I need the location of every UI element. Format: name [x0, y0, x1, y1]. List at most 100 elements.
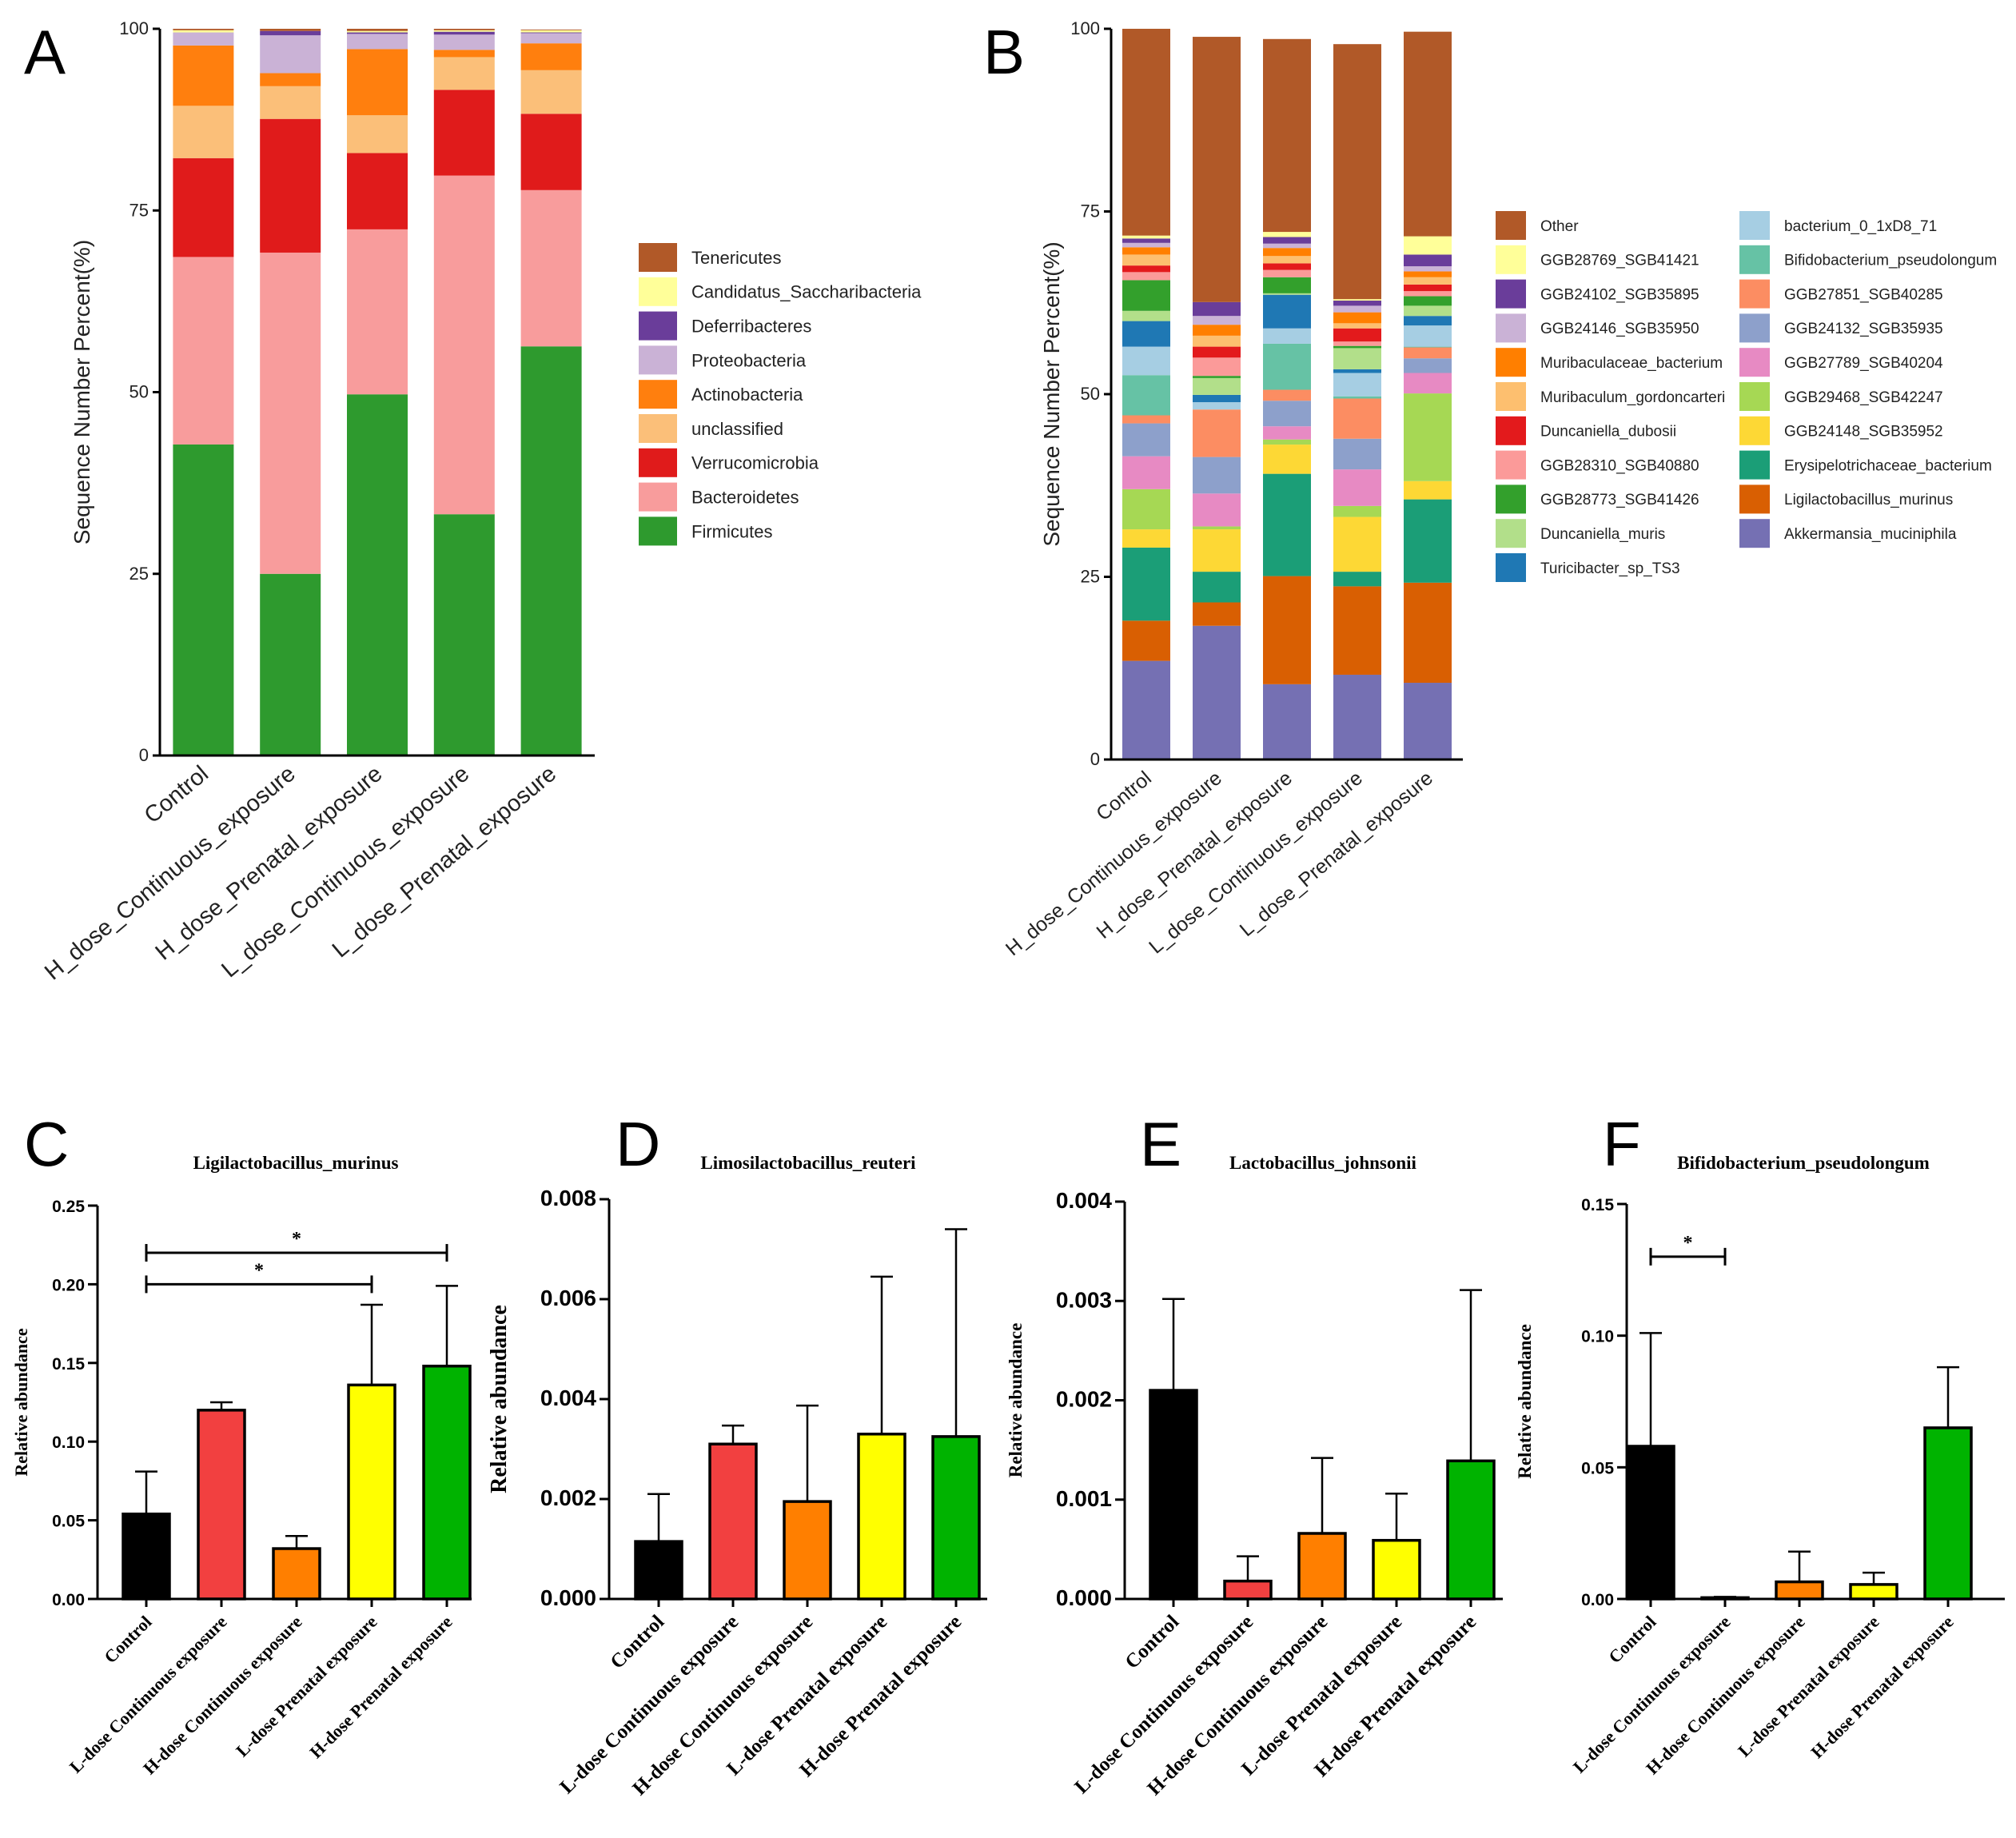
chart-title: Limosilactobacillus_reuteri — [700, 1153, 916, 1173]
y-tick-label: 100 — [1070, 18, 1100, 38]
legend-swatch — [639, 516, 677, 546]
legend: Other GGB28769_SGB41421 GGB24102_SGB35895 G… — [1496, 211, 1997, 582]
y-tick-label: 0 — [139, 745, 149, 765]
legend-label: Actinobacteria — [691, 385, 803, 405]
bar-segment — [1333, 505, 1381, 517]
legend-label: GGB27789_SGB40204 — [1784, 355, 1943, 372]
legend-swatch — [639, 277, 677, 306]
legend-swatch — [1739, 416, 1770, 445]
y-tick-label: 50 — [129, 382, 149, 402]
legend-swatch — [1496, 484, 1526, 514]
bar-segment — [1263, 401, 1311, 427]
bar — [1923, 1426, 1973, 1601]
bar-segment — [1122, 280, 1170, 311]
y-tick-label: 0.00 — [52, 1591, 85, 1609]
bar-segment — [1122, 488, 1170, 530]
bar-segment — [1404, 347, 1452, 359]
legend-label: Akkermansia_muciniphila — [1784, 526, 1957, 543]
y-tick-label: 0.002 — [540, 1485, 596, 1510]
bar-segment — [1404, 271, 1452, 277]
legend-label: Turicibacter_sp_TS3 — [1540, 560, 1680, 577]
bar-segment — [347, 29, 408, 31]
bar-segment — [1404, 373, 1452, 394]
bar-segment — [433, 175, 495, 515]
legend-label: Muribaculum_gordoncarteri — [1540, 389, 1725, 406]
bar — [783, 1500, 832, 1601]
category-tick-label: Control — [1092, 767, 1156, 825]
panel-label: A — [24, 17, 66, 87]
bar-segment — [173, 444, 234, 756]
legend-label: Tenericutes — [691, 248, 782, 268]
legend-swatch — [1496, 450, 1526, 480]
category-tick-label: Control — [607, 1611, 669, 1673]
legend-label: Firmicutes — [691, 521, 772, 541]
bar — [1700, 1596, 1750, 1601]
bar-segment — [520, 346, 582, 756]
bar-segment — [1333, 572, 1381, 587]
category-tick-label: L-dose Continuous exposure — [1569, 1612, 1735, 1777]
bar-segment — [1193, 346, 1241, 358]
bar-segment — [1263, 328, 1311, 344]
bar-segment — [1122, 660, 1170, 760]
bar-segment — [1404, 284, 1452, 292]
bar-segment — [347, 394, 408, 756]
legend-label: Verrucomicrobia — [691, 453, 819, 473]
legend-label: Muribaculaceae_bacterium — [1540, 355, 1723, 372]
bar-segment — [347, 115, 408, 153]
bar-segment — [1333, 369, 1381, 373]
y-tick-label: 75 — [1081, 201, 1100, 221]
bar-segment — [1193, 625, 1241, 760]
legend-label: GGB24132_SGB35935 — [1784, 321, 1943, 337]
bar-segment — [173, 32, 234, 46]
y-tick-label: 0.15 — [52, 1355, 85, 1374]
legend-label: GGB24102_SGB35895 — [1540, 286, 1699, 303]
y-tick-label: 50 — [1081, 384, 1100, 404]
bar-segment — [1263, 439, 1311, 445]
bar-segment — [1333, 299, 1381, 301]
bar-segment — [1263, 445, 1311, 474]
bar — [708, 1442, 758, 1601]
bar-segment — [520, 70, 582, 114]
legend: Tenericutes Candidatus_Saccharibacteria De… — [639, 243, 922, 546]
legend-label: GGB28769_SGB41421 — [1540, 253, 1699, 269]
bar-segment — [1122, 423, 1170, 457]
bar-segment — [1333, 323, 1381, 329]
bar-segment — [1333, 301, 1381, 306]
y-axis-label: Sequence Number Percent(%) — [1039, 241, 1064, 546]
legend-swatch — [1496, 245, 1526, 274]
bar-segment — [1333, 438, 1381, 470]
y-tick-label: 0.002 — [1056, 1387, 1112, 1412]
y-tick-label: 0.00 — [1581, 1591, 1614, 1609]
bar — [1446, 1459, 1496, 1601]
y-tick-label: 0.008 — [540, 1186, 596, 1210]
bar-segment — [1333, 674, 1381, 760]
bar-segment — [1263, 269, 1311, 277]
legend-label: Ligilactobacillus_murinus — [1784, 492, 1953, 508]
bar-segment — [260, 573, 321, 756]
chart-title: Ligilactobacillus_murinus — [193, 1153, 399, 1173]
bar-segment — [1333, 44, 1381, 300]
bar-segment — [1263, 232, 1311, 237]
bar-segment — [1263, 343, 1311, 390]
legend-label: Erysipelotrichaceae_bacterium — [1784, 457, 1992, 474]
category-tick-label: L-dose Prenatal exposure — [232, 1612, 381, 1761]
bar-segment — [1404, 291, 1452, 297]
bar-segment — [1263, 473, 1311, 576]
bar-segment — [1404, 393, 1452, 481]
bar-segment — [1263, 426, 1311, 440]
bar-segment — [1122, 235, 1170, 239]
legend-swatch — [1739, 245, 1770, 274]
bar-segment — [1122, 238, 1170, 243]
bar-segment — [520, 43, 582, 70]
legend-swatch — [639, 482, 677, 512]
bar-segment — [1193, 526, 1241, 530]
bar-segment — [1122, 254, 1170, 266]
legend-label: Duncaniella_dubosii — [1540, 424, 1676, 441]
bar-segment — [1333, 398, 1381, 439]
legend-swatch — [1739, 279, 1770, 309]
bar — [1223, 1579, 1273, 1601]
bar — [122, 1512, 171, 1601]
legend-swatch — [1496, 279, 1526, 309]
bar-segment — [433, 57, 495, 90]
